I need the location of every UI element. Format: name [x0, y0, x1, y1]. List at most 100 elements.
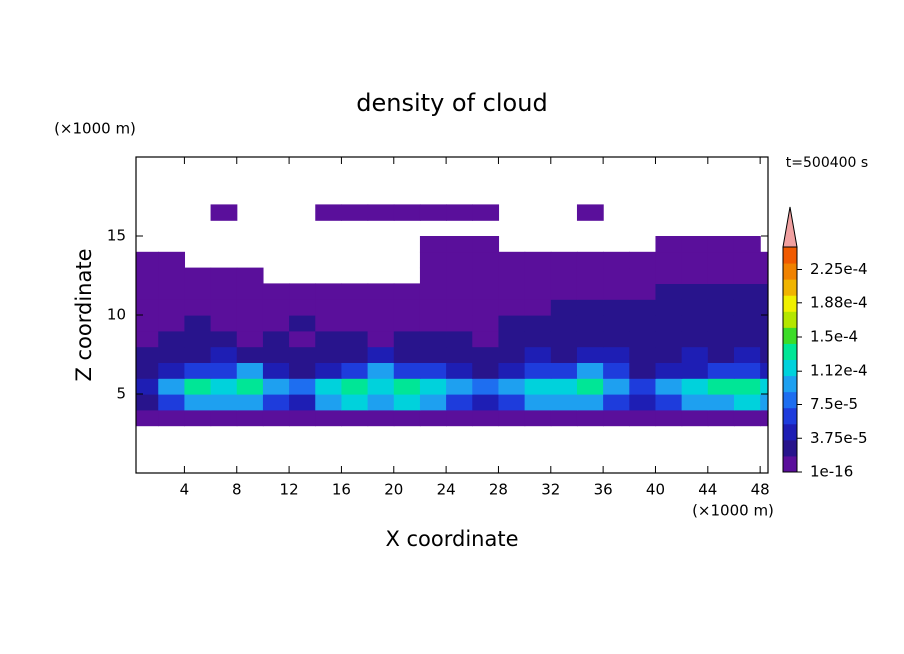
colorbar-tick-label: 7.5e-5	[810, 395, 858, 413]
contour-cell	[603, 378, 630, 395]
contour-cell	[707, 346, 735, 363]
contour-cell	[524, 330, 552, 348]
contour-cell	[263, 204, 290, 220]
contour-cell	[707, 267, 735, 284]
contour-cell	[289, 362, 316, 379]
colorbar-band	[783, 327, 797, 344]
colorbar-band	[783, 279, 797, 296]
contour-cell	[341, 252, 368, 268]
contour-cell	[524, 409, 552, 427]
contour-cell	[524, 394, 552, 411]
contour-cell	[394, 268, 421, 284]
contour-cell	[136, 378, 159, 395]
contour-cell	[524, 362, 552, 379]
contour-cell	[576, 330, 604, 348]
colorbar-tick-label: 1.88e-4	[810, 293, 868, 311]
contour-cell	[576, 362, 604, 379]
contour-cell	[446, 346, 473, 363]
contour-cell	[393, 378, 421, 395]
contour-cell	[576, 299, 604, 316]
contour-cell	[315, 378, 343, 395]
contour-cell	[760, 409, 768, 427]
contour-cell	[681, 378, 709, 395]
colorbar-band	[783, 263, 797, 280]
contour-cell	[158, 378, 186, 395]
contour-cell	[315, 394, 343, 411]
contour-cell	[210, 315, 238, 332]
contour-cell	[681, 346, 709, 363]
contour-cell	[576, 315, 604, 332]
contour-cell	[655, 283, 683, 300]
contour-cell	[681, 315, 709, 332]
contour-cell	[498, 378, 526, 395]
contour-cell	[681, 330, 709, 348]
contour-cell	[446, 394, 473, 411]
colorbar-band	[783, 375, 797, 393]
contour-cell	[576, 267, 604, 284]
contour-cell	[315, 330, 343, 348]
contour-cell	[498, 346, 526, 363]
contour-cell	[446, 251, 473, 269]
contour-cell	[289, 268, 316, 284]
contour-cell	[760, 220, 787, 236]
contour-cell	[760, 283, 768, 300]
contour-cell	[524, 283, 552, 300]
contour-cell	[341, 268, 368, 284]
colorbar-band	[783, 391, 797, 409]
contour-cell	[550, 409, 578, 427]
contour-cell	[419, 378, 447, 395]
contour-cell	[184, 330, 212, 348]
colorbar-band	[783, 311, 797, 328]
contour-cell	[524, 299, 552, 316]
contour-cell	[262, 362, 290, 379]
contour-cell	[707, 330, 735, 348]
contour-cell	[551, 204, 578, 220]
contour-cell	[262, 394, 290, 411]
contour-cell	[629, 236, 656, 252]
contour-cell	[446, 283, 473, 300]
x-unit-label: (×1000 m)	[692, 502, 774, 520]
contour-cell	[733, 299, 761, 316]
contour-cell	[315, 236, 342, 252]
contour-cell	[368, 268, 395, 284]
contour-cell	[472, 283, 500, 300]
contour-cell	[472, 330, 500, 348]
contour-cell	[760, 378, 768, 395]
contour-cell	[211, 220, 238, 236]
contour-cell	[525, 236, 552, 252]
contour-cell	[472, 204, 500, 221]
contour-cell	[420, 220, 447, 236]
contour-cell	[498, 236, 525, 252]
contour-cell	[760, 204, 787, 220]
contour-cell	[136, 362, 159, 379]
contour-cell	[341, 283, 369, 300]
contour-cell	[603, 251, 630, 269]
contour-cell	[419, 251, 447, 269]
contour-cell	[419, 315, 447, 332]
contour-cell	[158, 283, 186, 300]
contour-cell	[315, 268, 342, 284]
contour-cell	[158, 409, 186, 427]
contour-cell	[341, 409, 369, 427]
contour-cell	[498, 362, 526, 379]
contour-cell	[446, 267, 473, 284]
y-tick-label: 15	[107, 227, 126, 245]
contour-cell	[315, 252, 342, 268]
x-tick-label: 36	[594, 481, 613, 499]
contour-cell	[682, 220, 709, 236]
contour-cell	[525, 204, 552, 220]
contour-cell	[236, 394, 264, 411]
contour-cell	[472, 315, 500, 332]
contour-cell	[577, 236, 604, 252]
contour-cell	[603, 394, 630, 411]
x-tick-label: 20	[384, 481, 403, 499]
contour-cell	[629, 409, 657, 427]
contour-cell	[734, 204, 761, 220]
contour-cell	[550, 299, 578, 316]
contour-cell	[211, 236, 238, 252]
contour-cell	[681, 283, 709, 300]
contour-cell	[708, 220, 735, 236]
contour-cell	[158, 299, 186, 316]
contour-cell	[158, 204, 185, 220]
